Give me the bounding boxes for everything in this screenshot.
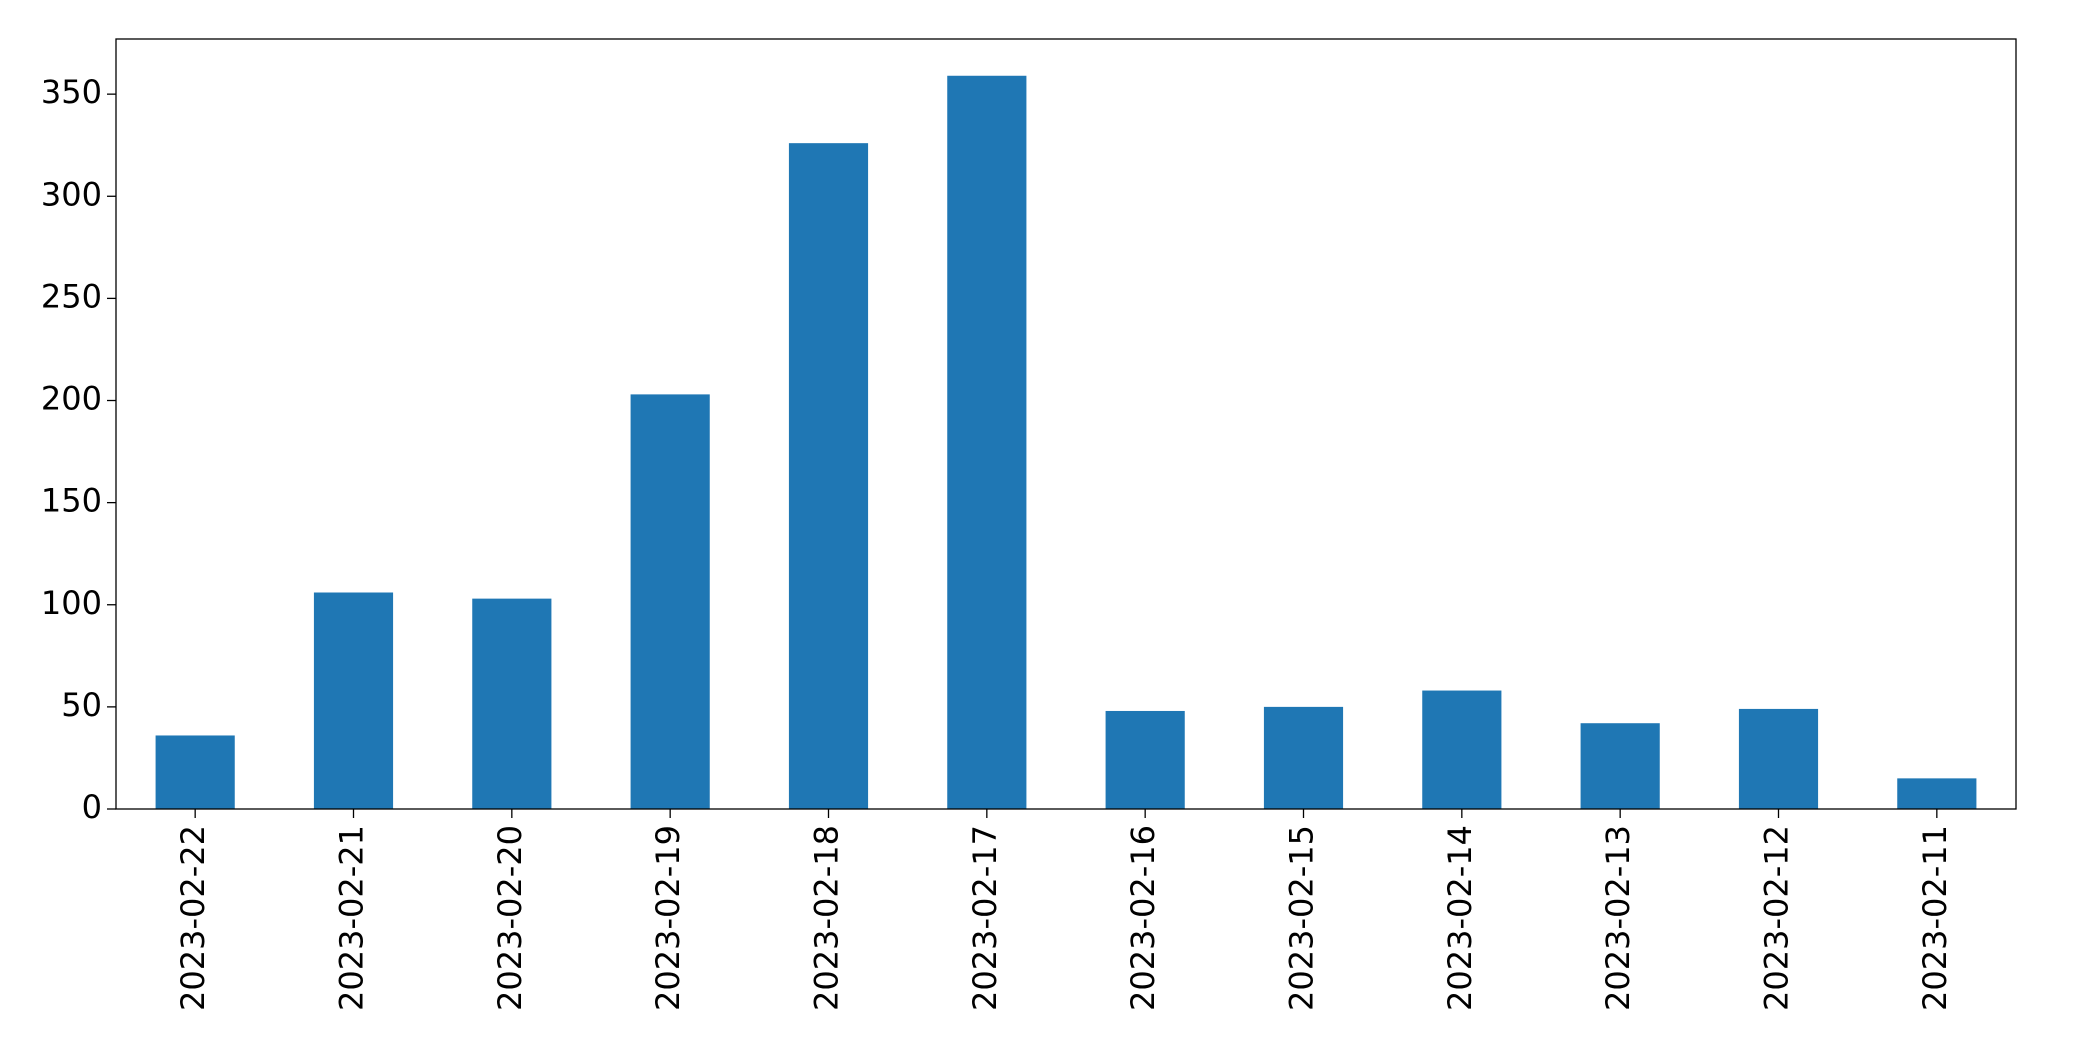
- plot-area: [116, 39, 2016, 809]
- bar: [947, 75, 1027, 810]
- x-tick-label: 2023-02-21: [333, 825, 371, 1011]
- bar: [788, 143, 869, 810]
- bar: [313, 592, 394, 809]
- y-tick-label: 0: [82, 788, 102, 826]
- x-tick-label: 2023-02-19: [649, 825, 687, 1011]
- axes-frame: [115, 38, 2017, 810]
- bar: [1105, 710, 1185, 809]
- x-tick-label: 2023-02-22: [174, 825, 212, 1011]
- y-tick-label: 150: [41, 482, 102, 520]
- x-tick-label: 2023-02-12: [1758, 825, 1796, 1011]
- x-tick-label: 2023-02-14: [1441, 825, 1479, 1011]
- x-tick-label: 2023-02-17: [966, 825, 1004, 1011]
- bar: [630, 394, 710, 809]
- y-tick-label: 350: [41, 73, 102, 111]
- bar: [1422, 690, 1502, 809]
- x-tick-label: 2023-02-20: [491, 825, 529, 1011]
- x-tick-label: 2023-02-16: [1124, 825, 1162, 1011]
- y-tick-label: 100: [41, 584, 102, 622]
- x-tick-label: 2023-02-13: [1599, 825, 1637, 1011]
- bar: [155, 735, 235, 809]
- x-tick-label: 2023-02-18: [808, 825, 846, 1011]
- y-tick-label: 250: [41, 277, 102, 315]
- x-tick-label: 2023-02-15: [1283, 825, 1321, 1011]
- bar: [472, 598, 552, 809]
- y-tick-label: 50: [61, 686, 102, 724]
- x-tick-label: 2023-02-11: [1916, 825, 1954, 1011]
- bar: [1738, 708, 1819, 809]
- y-tick-label: 300: [41, 175, 102, 213]
- y-tick-label: 200: [41, 380, 102, 418]
- bar: [1897, 778, 1977, 809]
- bar: [1263, 706, 1344, 809]
- bar: [1580, 723, 1660, 809]
